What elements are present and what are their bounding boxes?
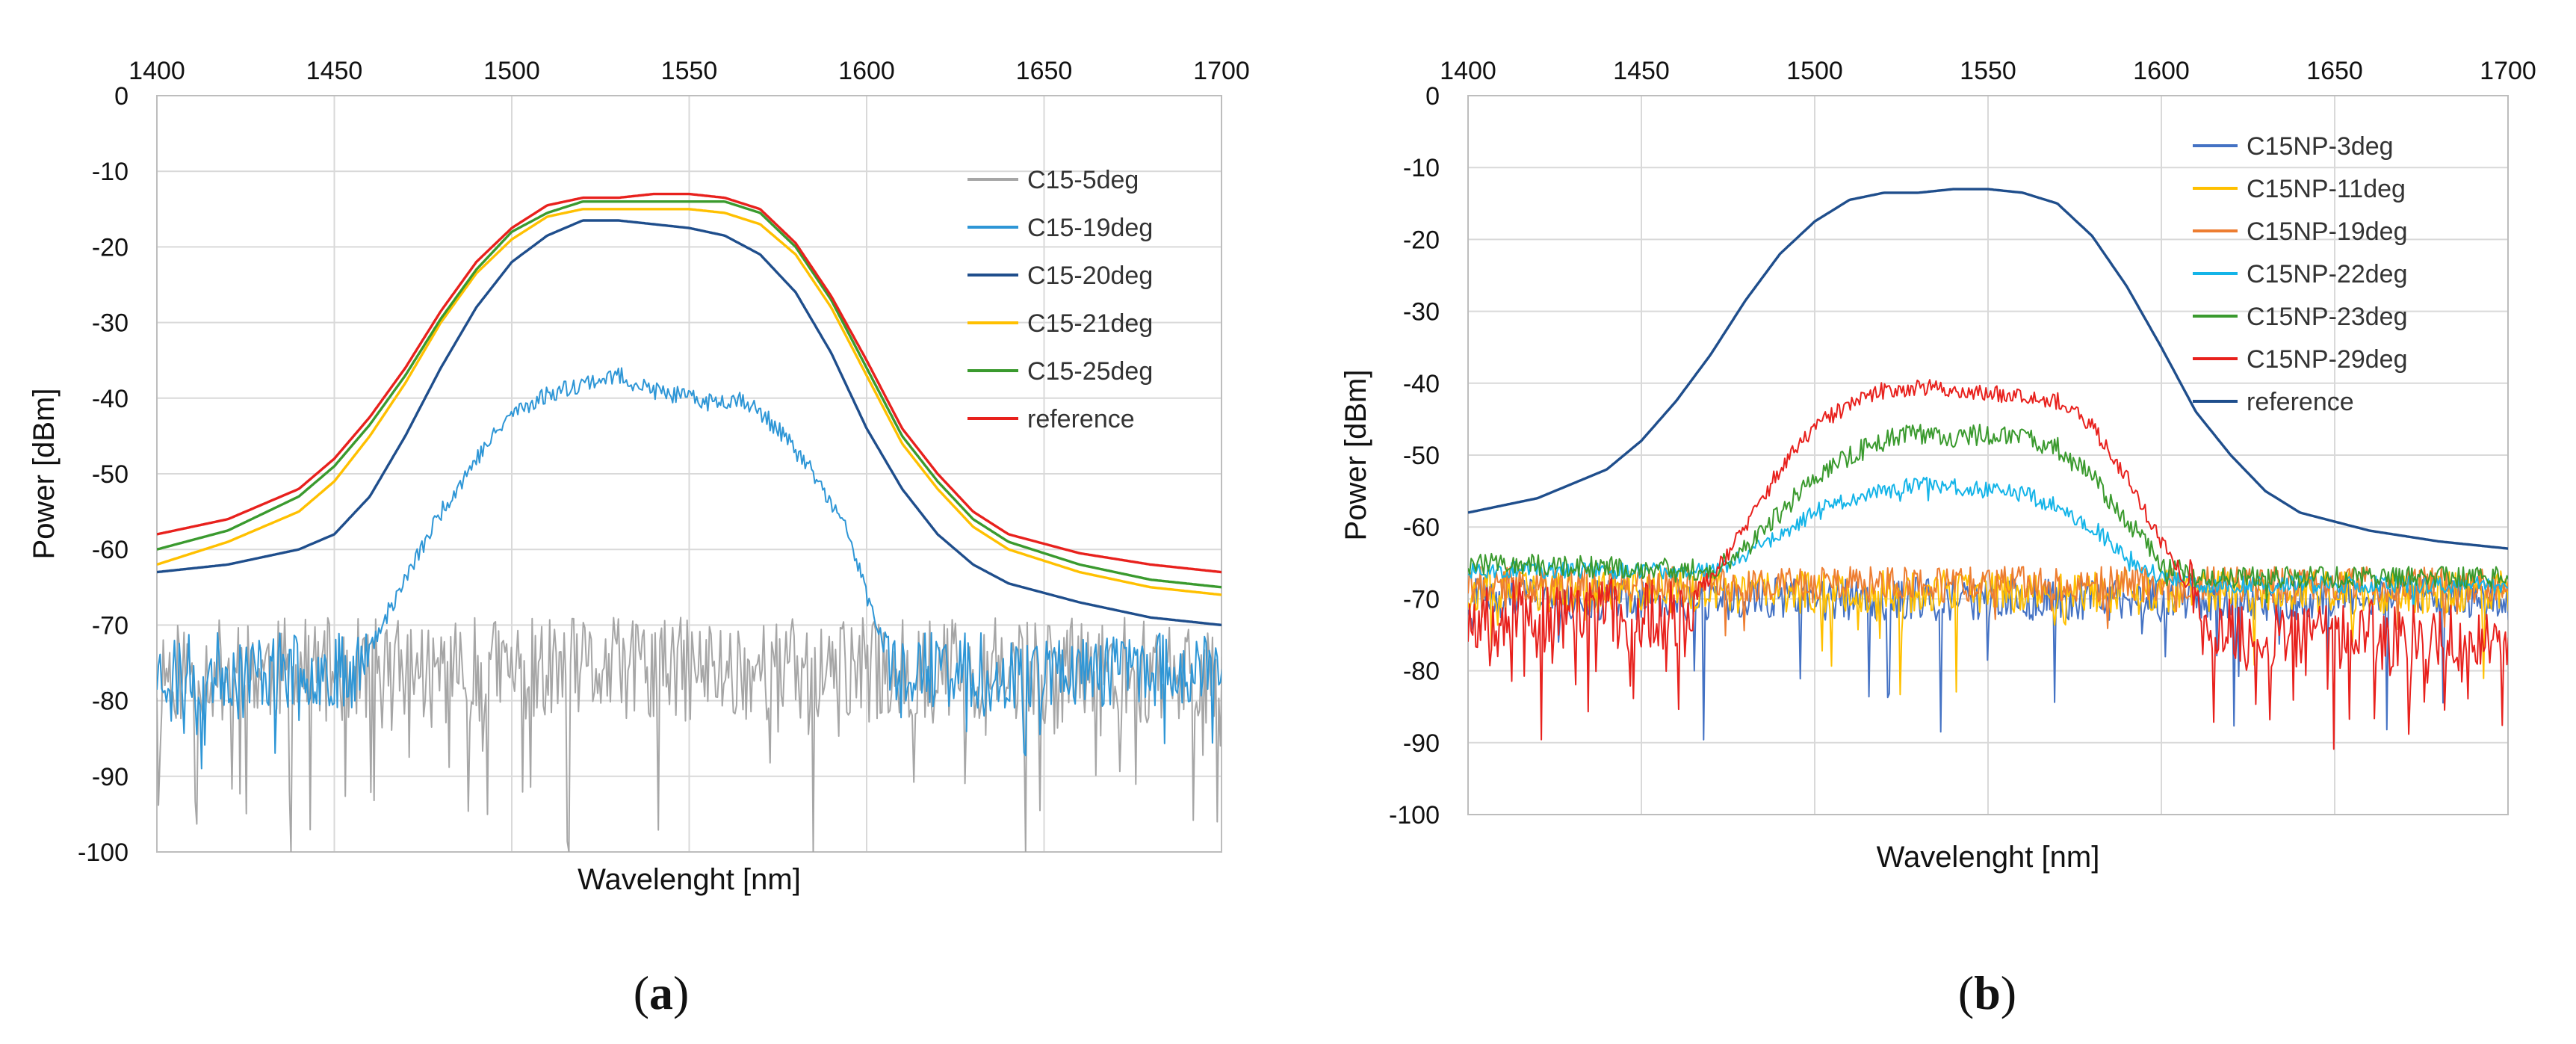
chart-b-caption-letter: b [1974, 966, 2001, 1019]
chart-b-series-line-C15NP-19deg [1468, 566, 2508, 637]
chart-a-legend-label: C15-25deg [1027, 357, 1153, 386]
chart-b-legend-label: C15NP-22deg [2247, 260, 2407, 288]
chart-a-y-axis-title: Power [dBm] [28, 389, 61, 560]
chart-a-series-line-C15-19deg [157, 367, 1222, 770]
chart-b-y-tick-label: -10 [1403, 154, 1440, 182]
chart-b-y-axis-title: Power [dBm] [1340, 370, 1372, 541]
chart-b-x-tick-label: 1550 [1960, 57, 2016, 85]
chart-a-y-tick-label: -40 [92, 385, 129, 413]
chart-a-y-tick-label: -50 [92, 460, 129, 489]
chart-a-x-tick-label: 1700 [1193, 57, 1250, 85]
chart-a-x-tick-label: 1650 [1016, 57, 1073, 85]
chart-a-series-line-C15-21deg [157, 208, 1222, 596]
chart-a-y-tick-labels: 0 -10 -20 -30 -40 -50 -60 -70 -80 -90 -100 [78, 82, 129, 867]
chart-a-x-tick-label: 1500 [483, 57, 540, 85]
chart-b-x-tick-label: 1600 [2133, 57, 2190, 85]
chart-b-x-tick-labels: 1400 1450 1500 1550 1600 1650 1700 [1440, 57, 2536, 85]
chart-a-legend-label: C15-5deg [1027, 166, 1139, 194]
chart-a-x-tick-label: 1400 [129, 57, 185, 85]
chart-a-caption: (a) [634, 966, 690, 1019]
chart-a-y-tick-label: 0 [114, 82, 129, 111]
chart-b-x-axis-title: Wavelenght [nm] [1877, 841, 2100, 874]
chart-a-y-tick-label: -90 [92, 763, 129, 791]
chart-a-y-tick-label: -30 [92, 309, 129, 338]
chart-a-y-tick-label: -20 [92, 233, 129, 262]
chart-b-y-tick-label: 0 [1425, 82, 1440, 111]
chart-b-caption: (b) [1958, 966, 2016, 1019]
chart-b-y-tick-label: -60 [1403, 513, 1440, 542]
chart-b-legend-label: C15NP-29deg [2247, 345, 2407, 374]
chart-b-y-tick-label: -30 [1403, 298, 1440, 327]
chart-b-x-tick-label: 1500 [1786, 57, 1843, 85]
chart-b-series-line-C15NP-29deg [1468, 379, 2508, 750]
chart-panel-b: 1400 1450 1500 1550 1600 1650 1700 0 -10 -20 -30 -… [1340, 57, 2536, 1019]
chart-a-legend-label: reference [1027, 405, 1135, 433]
chart-b-x-tick-label: 1650 [2306, 57, 2363, 85]
chart-b-x-tick-label: 1400 [1440, 57, 1496, 85]
chart-b-series-line-C15NP-23deg [1468, 424, 2508, 604]
chart-a-y-tick-label: -10 [92, 158, 129, 186]
chart-a-x-tick-label: 1550 [661, 57, 718, 85]
chart-a-y-tick-label: -80 [92, 688, 129, 716]
chart-a-caption-letter: a [649, 966, 673, 1019]
chart-a-x-axis-title: Wavelenght [nm] [578, 863, 801, 896]
chart-a-series-line-C15-20deg [157, 219, 1222, 627]
chart-b-y-tick-label: -50 [1403, 442, 1440, 470]
chart-b-y-tick-label: -40 [1403, 370, 1440, 398]
chart-b-series-line-C15NP-11deg [1468, 569, 2508, 696]
chart-a-x-tick-label: 1600 [838, 57, 895, 85]
chart-b-legend-label: C15NP-19deg [2247, 217, 2407, 246]
chart-b-y-tick-labels: 0 -10 -20 -30 -40 -50 -60 -70 -80 -90 -100 [1389, 82, 1440, 830]
chart-b-legend-label: C15NP-3deg [2247, 132, 2394, 161]
chart-b-x-tick-label: 1700 [2480, 57, 2536, 85]
chart-a-legend-label: C15-21deg [1027, 309, 1153, 338]
chart-a-series-line-C15-25deg [157, 200, 1222, 589]
chart-panel-a: 1400 1450 1500 1550 1600 1650 1700 0 -10 -20 -30 -… [28, 57, 1250, 1019]
chart-a-series-group [157, 192, 1222, 852]
chart-a-plot-frame [156, 95, 1222, 853]
chart-a-x-tick-labels: 1400 1450 1500 1550 1600 1650 1700 [129, 57, 1250, 85]
chart-b-legend-label: reference [2247, 388, 2354, 416]
chart-b-y-tick-label: -90 [1403, 729, 1440, 758]
chart-b-y-tick-label: -70 [1403, 585, 1440, 614]
chart-b-plot-frame [1467, 95, 2509, 815]
chart-a-x-tick-label: 1450 [306, 57, 363, 85]
chart-a-y-tick-label: -100 [78, 838, 129, 867]
chart-b-legend-label: C15NP-11deg [2247, 175, 2406, 203]
chart-a-legend-label: C15-20deg [1027, 262, 1153, 290]
chart-a-y-tick-label: -70 [92, 611, 129, 640]
chart-b-series-group [1468, 188, 2508, 750]
chart-b-y-tick-label: -20 [1403, 226, 1440, 254]
chart-a-legend: C15-5deg C15-19deg C15-20deg C15-21deg C15-2… [967, 166, 1153, 433]
chart-a-legend-label: C15-19deg [1027, 214, 1153, 242]
chart-a-series-line-reference [157, 192, 1222, 574]
chart-b-legend-label: C15NP-23deg [2247, 303, 2407, 331]
chart-a-y-tick-label: -60 [92, 536, 129, 564]
chart-b-y-tick-label: -80 [1403, 658, 1440, 686]
chart-b-x-tick-label: 1450 [1613, 57, 1670, 85]
chart-b-legend: C15NP-3deg C15NP-11deg C15NP-19deg C15NP-22… [2193, 132, 2407, 416]
chart-b-y-tick-label: -100 [1389, 801, 1440, 830]
chart-b-series-line-reference [1468, 188, 2508, 550]
